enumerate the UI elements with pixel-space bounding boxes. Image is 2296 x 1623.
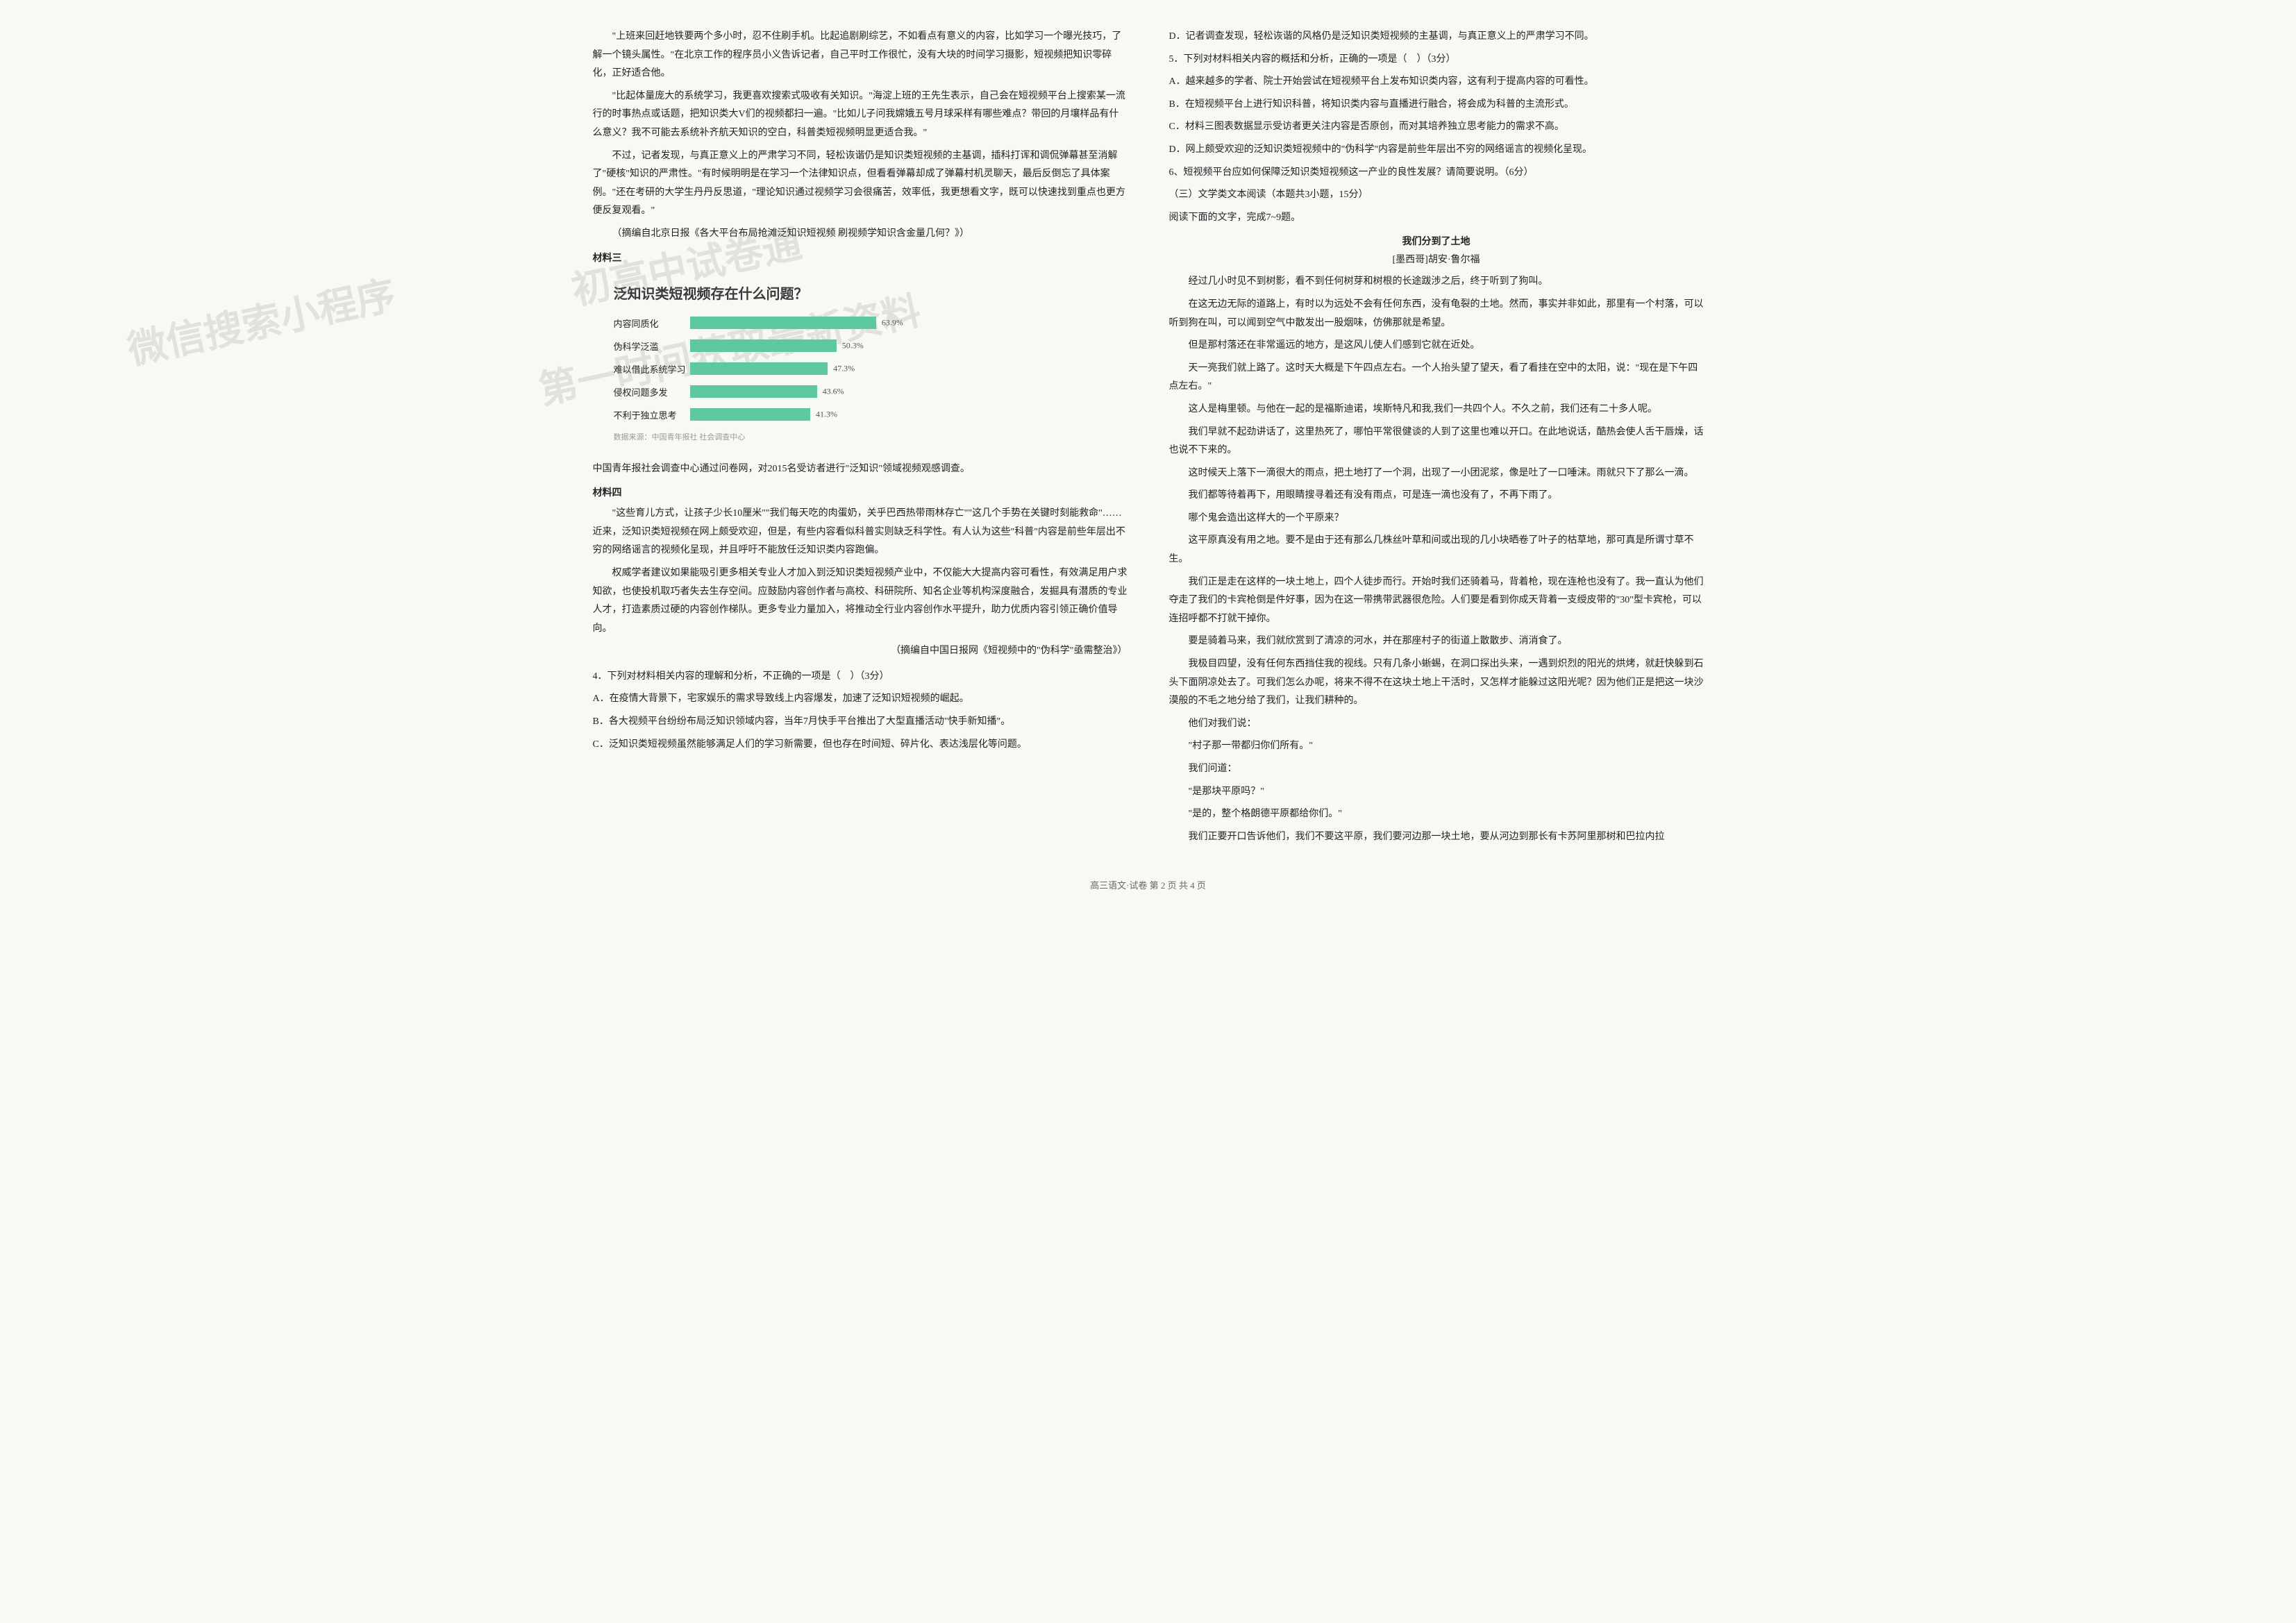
bar-label-0: 内容同质化 [614,317,690,330]
q5-option-a: A．越来越多的学者、院士开始尝试在短视频平台上发布知识类内容，这有利于提高内容的… [1169,73,1704,92]
material4-para-2: 权威学者建议如果能吸引更多相关专业人才加入到泛知识类短视频产业中，不仅能大大提高… [593,564,1128,638]
left-para-1: "上班来回赶地铁要两个多小时，忍不住刷手机。比起追剧刷综艺，不如看点有意义的内容… [593,28,1128,83]
material4-label: 材料四 [593,485,1128,499]
story-para-6: 这时候天上落下一滴很大的雨点，把土地打了一个洞，出现了一小团泥浆，像是吐了一口唾… [1169,464,1704,483]
question-6: 6、短视频平台应如何保障泛知识类短视频这一产业的良性发展？请简要说明。（6分） [1169,164,1704,183]
material4-para-1: "这些育儿方式，让孩子少长10厘米""我们每天吃的肉蛋奶，关乎巴西热带雨林存亡"… [593,505,1128,560]
chart: 泛知识类短视频存在什么问题？ 内容同质化 63.9% 伪科学泛滥 50.3% 难… [593,276,1128,449]
bar-value-4: 41.3% [816,410,837,420]
chart-footer: 数据来源：中国青年报社 社会调查中心 [593,431,1128,442]
chart-title: 泛知识类短视频存在什么问题？ [593,283,1128,303]
q4-option-a: A．在疫情大背景下，宅家娱乐的需求导致线上内容爆发，加速了泛知识短视频的崛起。 [593,690,1128,709]
story-para-12: 我极目四望，没有任何东西挡住我的视线。只有几条小蜥蜴，在洞口探出头来，一遇到炽烈… [1169,655,1704,711]
q5-option-b: B．在短视频平台上进行知识科普，将知识类内容与直播进行融合，将会成为科普的主流形… [1169,96,1704,115]
story-para-4: 这人是梅里顿。与他在一起的是福斯迪诺，埃斯特凡和我,我们一共四个人。不久之前，我… [1169,401,1704,419]
watermark-1: 微信搜索小程序 [122,264,400,376]
q5-option-c: C．材料三图表数据显示受访者更关注内容是否原创，而对其培养独立思考能力的需求不高… [1169,118,1704,137]
bar-label-3: 侵权问题多发 [614,385,690,398]
left-para-3: 不过，记者发现，与真正意义上的严肃学习不同，轻松诙谐仍是知识类短视频的主基调，插… [593,147,1128,221]
page-footer: 高三语文·试卷 第 2 页 共 4 页 [35,878,2261,891]
bar-fill-3 [690,385,817,398]
story-para-17: "是的，整个格朗德平原都给你们。" [1169,805,1704,824]
material3-label: 材料三 [593,251,1128,264]
bar-value-0: 63.9% [882,318,903,328]
chart-caption: 中国青年报社会调查中心通过问卷网，对2015名受访者进行"泛知识"领域视频观感调… [593,460,1128,479]
story-para-2: 但是那村落还在非常遥远的地方，是这风儿使人们感到它就在近处。 [1169,337,1704,355]
q5-option-d: D．网上颇受欢迎的泛知识类短视频中的"伪科学"内容是前些年层出不穷的网络谣言的视… [1169,141,1704,160]
question-4: 4．下列对材料相关内容的理解和分析，不正确的一项是（ ）（3分） [593,668,1128,687]
reading-instruction: 阅读下面的文字，完成7~9题。 [1169,209,1704,228]
left-para-2: "比起体量庞大的系统学习，我更喜欢搜索式吸收有关知识。"海淀上班的王先生表示，自… [593,87,1128,143]
bar-track-2: 47.3% [690,362,982,375]
bar-row-3: 侵权问题多发 43.6% [593,385,1128,398]
story-para-1: 在这无边无际的道路上，有时以为远处不会有任何东西，没有龟裂的土地。然而，事实并非… [1169,296,1704,333]
bar-label-2: 难以借此系统学习 [614,362,690,376]
q4-option-b: B．各大视频平台纷纷布局泛知识领域内容，当年7月快手平台推出了大型直播活动"快手… [593,713,1128,732]
story-para-3: 天一亮我们就上路了。这时天大概是下午四点左右。一个人抬头望了望天，看了看挂在空中… [1169,360,1704,396]
bar-track-0: 63.9% [690,317,982,329]
bar-fill-4 [690,408,810,421]
right-column: D．记者调查发现，轻松诙谐的风格仍是泛知识类短视频的主基调，与真正意义上的严肃学… [1169,28,1704,850]
story-para-10: 我们正是走在这样的一块土地上，四个人徒步而行。开始时我们还骑着马，背着枪，现在连… [1169,573,1704,629]
bar-fill-2 [690,362,828,375]
q4-option-c: C．泛知识类短视频虽然能够满足人们的学习新需要，但也存在时间短、碎片化、表达浅层… [593,736,1128,755]
story-para-0: 经过几小时见不到树影，看不到任何树芽和树根的长途跋涉之后，终于听到了狗叫。 [1169,273,1704,292]
bar-track-4: 41.3% [690,408,982,421]
bar-fill-1 [690,339,837,352]
bar-value-1: 50.3% [842,341,864,351]
story-para-8: 哪个鬼会造出这样大的一个平原来？ [1169,510,1704,528]
bar-fill-0 [690,317,876,329]
bar-label-1: 伪科学泛滥 [614,339,690,353]
story-para-13: 他们对我们说： [1169,715,1704,734]
story-author: [墨西哥]胡安·鲁尔福 [1169,252,1704,266]
story-title: 我们分到了土地 [1169,234,1704,248]
bar-track-1: 50.3% [690,339,982,352]
bar-value-2: 47.3% [833,364,855,374]
bar-row-4: 不利于独立思考 41.3% [593,408,1128,421]
story-para-18: 我们正要开口告诉他们，我们不要这平原，我们要河边那一块土地，要从河边到那长有卡苏… [1169,828,1704,847]
bar-value-3: 43.6% [823,387,844,397]
story-para-7: 我们都等待着再下，用眼睛搜寻着还有没有雨点，可是连一滴也没有了，不再下雨了。 [1169,487,1704,505]
source-2: （摘编自中国日报网《短视频中的"伪科学"亟需整治》） [593,642,1128,661]
story-para-5: 我们早就不起劲讲话了，这里热死了，哪怕平常很健谈的人到了这里也难以开口。在此地说… [1169,423,1704,460]
bar-row-1: 伪科学泛滥 50.3% [593,339,1128,353]
story-para-16: "是那块平原吗？" [1169,783,1704,802]
story-para-9: 这平原真没有用之地。要不是由于还有那么几株丝叶草和间或出现的几小块晒卷了叶子的枯… [1169,532,1704,569]
story-para-15: 我们问道： [1169,760,1704,779]
question-5: 5．下列对材料相关内容的概括和分析，正确的一项是（ ）（3分） [1169,51,1704,69]
bar-row-0: 内容同质化 63.9% [593,317,1128,330]
story-para-11: 要是骑着马来，我们就欣赏到了清凉的河水，并在那座村子的街道上散散步、消消食了。 [1169,632,1704,651]
bar-row-2: 难以借此系统学习 47.3% [593,362,1128,376]
source-1: （摘编自北京日报《各大平台布局抢滩泛知识短视频 刷视频学知识含金量几何？》） [593,225,1128,244]
bar-label-4: 不利于独立思考 [614,408,690,421]
left-column: "上班来回赶地铁要两个多小时，忍不住刷手机。比起追剧刷综艺，不如看点有意义的内容… [593,28,1128,850]
story-para-14: "村子那一带都归你们所有。" [1169,737,1704,756]
q4-option-d: D．记者调查发现，轻松诙谐的风格仍是泛知识类短视频的主基调，与真正意义上的严肃学… [1169,28,1704,47]
bar-track-3: 43.6% [690,385,982,398]
section-3-header: （三）文学类文本阅读（本题共3小题，15分） [1169,186,1704,205]
page-container: "上班来回赶地铁要两个多小时，忍不住刷手机。比起追剧刷综艺，不如看点有意义的内容… [593,28,1704,850]
